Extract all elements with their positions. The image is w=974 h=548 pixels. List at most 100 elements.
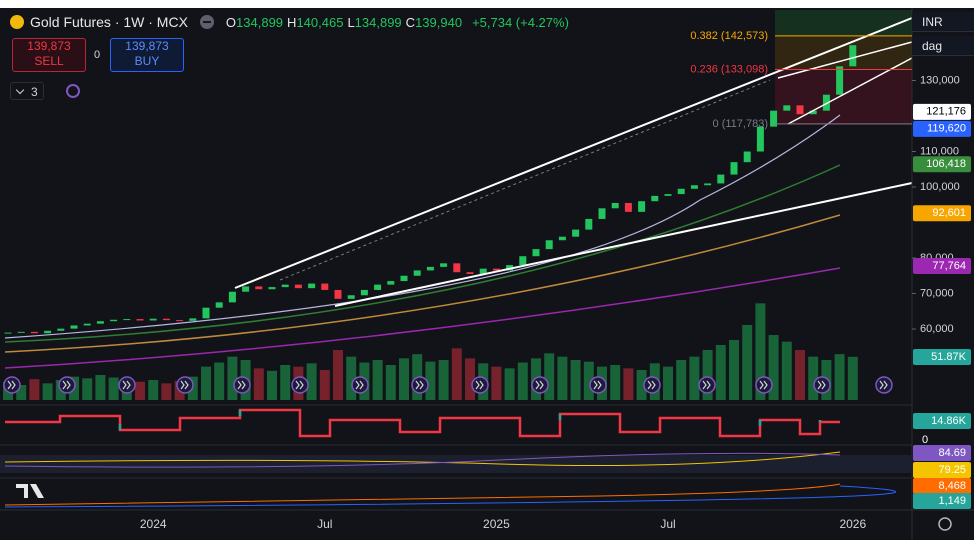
- volume-bar: [148, 380, 159, 400]
- indicator-badge-label: 8,468: [938, 480, 966, 492]
- settings-icon[interactable]: [938, 517, 952, 531]
- event-icons: [3, 376, 893, 394]
- volume-bar: [834, 354, 845, 400]
- candle-body: [110, 319, 118, 322]
- event-icon[interactable]: [531, 376, 549, 394]
- symbol-logo: [10, 15, 24, 29]
- candle-body: [770, 110, 778, 127]
- candle-body: [149, 318, 157, 321]
- buy-price: 139,873: [125, 39, 169, 53]
- volume-bar: [438, 360, 449, 400]
- event-icon-glyph: [647, 380, 656, 390]
- sell-button[interactable]: 139,873 SELL: [12, 38, 86, 72]
- event-icon[interactable]: [755, 376, 773, 394]
- volume-bar: [346, 356, 357, 400]
- candle-body: [413, 270, 421, 276]
- price-badge-label: 92,601: [932, 207, 966, 219]
- volume-bar: [557, 356, 568, 400]
- symbol-title[interactable]: Gold Futures · 1W · MCX: [30, 14, 188, 30]
- volume-bar: [333, 350, 343, 400]
- candle-body: [400, 275, 408, 282]
- event-icon[interactable]: [875, 376, 893, 394]
- unit-select[interactable]: dag: [912, 36, 974, 56]
- candle-body: [519, 256, 527, 266]
- collapse-button[interactable]: [199, 15, 214, 29]
- volume-bar: [676, 360, 687, 400]
- volume-bar: [280, 365, 291, 400]
- indicator-badge: [913, 413, 971, 429]
- event-icon[interactable]: [643, 376, 661, 394]
- indicator-icon[interactable]: [66, 84, 80, 98]
- event-icon[interactable]: [589, 376, 607, 394]
- candle-body: [360, 289, 368, 296]
- trend-line: [279, 79, 771, 281]
- candle-body: [585, 218, 593, 230]
- trend-line: [334, 182, 913, 307]
- volume-bar: [808, 356, 819, 400]
- volume-bar: [135, 381, 145, 400]
- event-icon[interactable]: [471, 376, 489, 394]
- event-icon[interactable]: [176, 376, 194, 394]
- indicator-badge: [913, 349, 971, 365]
- volume-bar: [504, 368, 515, 400]
- volume-bar: [319, 370, 330, 400]
- candle-body: [558, 236, 566, 241]
- event-icon[interactable]: [411, 376, 429, 394]
- event-icon-glyph: [122, 380, 131, 390]
- fib-zone: [775, 70, 912, 125]
- candle-body: [176, 320, 184, 322]
- volume-bar: [623, 368, 634, 400]
- trend-line: [777, 41, 913, 79]
- event-icon-glyph: [759, 380, 768, 390]
- candle-body: [70, 325, 78, 329]
- buy-button[interactable]: 139,873 BUY: [110, 38, 184, 72]
- currency-select[interactable]: INR: [912, 12, 974, 32]
- candle-body: [387, 281, 395, 285]
- sell-label: SELL: [34, 54, 64, 68]
- event-icon[interactable]: [233, 376, 251, 394]
- x-tick-label: 2024: [140, 517, 167, 531]
- layers-toggle[interactable]: 3: [10, 82, 44, 100]
- candle-body: [545, 240, 553, 250]
- event-icon[interactable]: [58, 376, 76, 394]
- candle-body: [466, 272, 474, 274]
- oscillator: [5, 408, 840, 438]
- volume-bar: [214, 362, 225, 400]
- volume-bar: [729, 340, 739, 400]
- candle-body: [268, 287, 276, 290]
- candle-body: [730, 162, 738, 175]
- candle-body: [743, 151, 751, 163]
- ohlc-key: C: [405, 14, 416, 30]
- fib-label: 0.382 (142,573): [690, 30, 768, 42]
- candle-body: [426, 266, 434, 271]
- indicator-badge: [913, 493, 971, 509]
- event-icon[interactable]: [698, 376, 716, 394]
- trend-line: [234, 17, 913, 289]
- event-icon[interactable]: [813, 376, 831, 394]
- volume-bar: [517, 362, 528, 400]
- candle-body: [796, 105, 804, 115]
- x-tick-label: 2026: [839, 517, 866, 531]
- ohlc-value: 134,899: [236, 14, 284, 30]
- candle-body: [281, 284, 289, 288]
- event-icon[interactable]: [291, 376, 309, 394]
- candle-body: [651, 195, 659, 202]
- volume-bar: [742, 325, 753, 400]
- ohlc: O 134,899 H 140,465 L 134,899 C 139,940: [226, 15, 466, 30]
- price-badge: [913, 205, 971, 222]
- event-icon[interactable]: [118, 376, 136, 394]
- candle-body: [30, 331, 38, 334]
- y-tick-label: 110,000: [920, 145, 959, 157]
- event-icon-glyph: [593, 380, 602, 390]
- volume-bar: [253, 368, 264, 400]
- event-icon-glyph: [355, 380, 364, 390]
- event-icon[interactable]: [351, 376, 369, 394]
- candle-body: [308, 283, 316, 289]
- volume-bar: [16, 385, 27, 400]
- event-icon-glyph: [702, 380, 711, 390]
- volume-bar: [82, 378, 93, 400]
- candle-body: [479, 268, 487, 274]
- ohlc-key: H: [287, 14, 297, 30]
- event-icon[interactable]: [3, 376, 21, 394]
- y-tick-label: 130,000: [920, 74, 960, 86]
